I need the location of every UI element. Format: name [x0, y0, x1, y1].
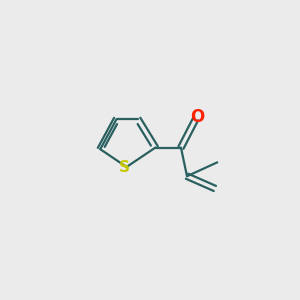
Text: S: S	[119, 160, 130, 175]
Text: O: O	[190, 108, 204, 126]
